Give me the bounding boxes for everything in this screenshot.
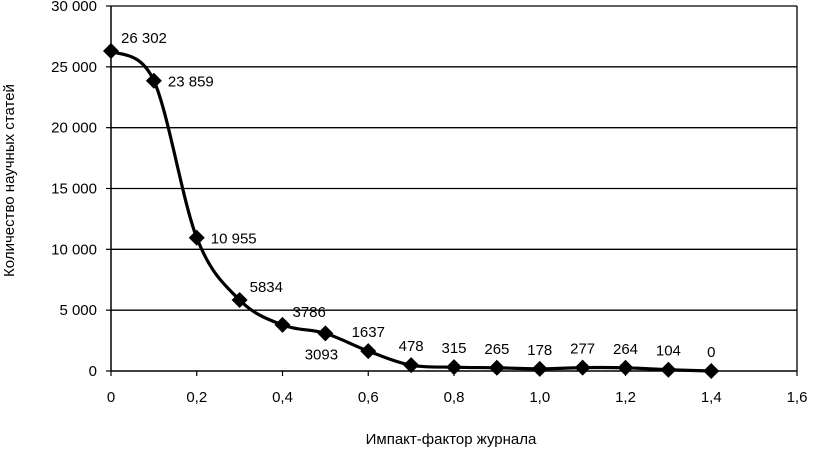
x-tick-label-6: 1,2: [615, 389, 636, 406]
x-tick-label-1: 0,2: [186, 389, 207, 406]
data-point-7: [403, 357, 420, 374]
data-point-14: [703, 363, 720, 379]
x-tick-label-8: 1,6: [787, 389, 808, 406]
x-tick-label-7: 1,4: [701, 389, 722, 406]
x-tick-label-2: 0,4: [272, 389, 293, 406]
data-labels: 26 302 23 859 10 955 5834 3786 3093 1637 478 315…: [121, 30, 715, 363]
data-label-9: 265: [484, 341, 509, 358]
x-tick-label-3: 0,6: [358, 389, 379, 406]
data-point-8: [446, 359, 462, 376]
data-point-2: [188, 229, 205, 246]
data-point-4: [274, 316, 291, 333]
data-point-12: [617, 359, 634, 376]
y-tick-label-0: 0: [89, 363, 97, 380]
data-label-8: 315: [441, 340, 466, 357]
series-0-line: [109, 49, 713, 373]
y-tick-label-4: 20 000: [51, 120, 97, 137]
data-label-1: 23 859: [168, 74, 214, 91]
y-axis-title: Количество научных статей: [1, 84, 18, 277]
data-point-6: [360, 343, 377, 360]
grid-lines: [111, 5, 797, 311]
data-point-11: [574, 359, 591, 376]
data-label-3: 5834: [250, 279, 283, 296]
data-point-13: [660, 361, 677, 378]
y-tick-label-1: 5 000: [59, 302, 97, 319]
y-tick-labels: 0 5 000 10 000 15 000 20 000 25 000 30 000: [51, 0, 97, 380]
data-label-4: 3786: [293, 304, 326, 321]
data-point-0: [103, 42, 119, 59]
data-label-12: 264: [613, 341, 638, 358]
series-line: [109, 49, 713, 373]
data-point-5: [317, 325, 334, 342]
data-label-7: 478: [399, 338, 424, 355]
x-tick-labels: 0 0,2 0,4 0,6 0,8 1,0 1,2 1,4 1,6: [107, 389, 808, 406]
data-label-5: 3093: [305, 346, 338, 363]
data-point-9: [488, 359, 505, 376]
data-label-11: 277: [570, 341, 595, 358]
data-label-13: 104: [656, 343, 681, 360]
axes: [106, 5, 798, 376]
x-tick-label-4: 0,8: [444, 389, 465, 406]
x-tick-label-0: 0: [107, 389, 115, 406]
data-label-6: 1637: [352, 324, 385, 341]
data-point-10: [531, 360, 548, 377]
data-label-2: 10 955: [211, 231, 257, 248]
data-point-3: [231, 292, 248, 309]
data-point-1: [145, 72, 162, 89]
data-label-0: 26 302: [121, 30, 167, 47]
y-tick-label-3: 15 000: [51, 181, 97, 198]
data-points: [103, 42, 720, 379]
y-tick-label-5: 25 000: [51, 59, 97, 76]
data-label-14: 0: [707, 344, 715, 361]
y-tick-label-6: 30 000: [51, 0, 97, 15]
x-tick-label-5: 1,0: [529, 389, 550, 406]
y-tick-label-2: 10 000: [51, 241, 97, 258]
data-label-10: 178: [527, 342, 552, 359]
x-axis-title: Импакт-фактор журнала: [366, 431, 537, 448]
